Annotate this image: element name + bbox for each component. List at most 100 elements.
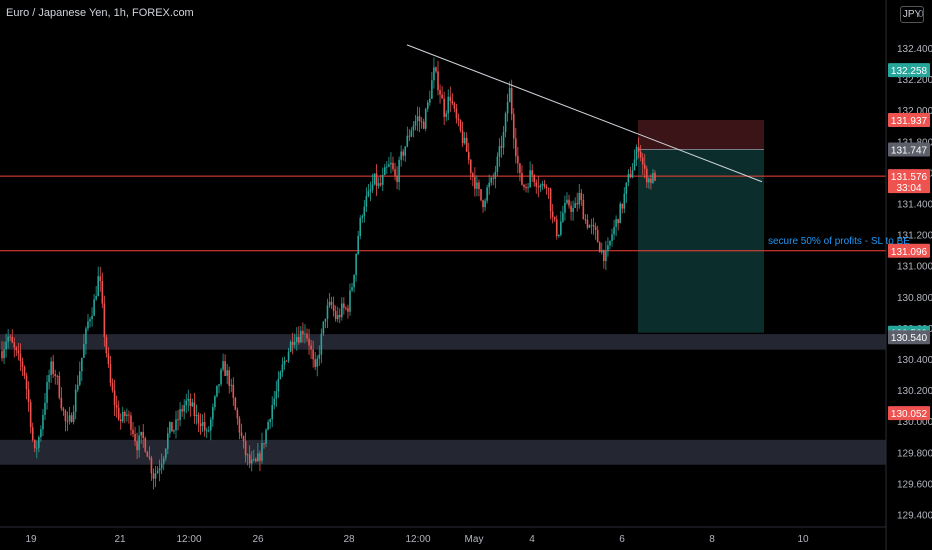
price-label-box <box>888 112 930 127</box>
candle-body <box>302 330 304 335</box>
candle-body <box>455 108 458 119</box>
candle-body <box>629 173 632 178</box>
candle-body <box>132 429 134 435</box>
candle-body <box>17 350 20 354</box>
candle-body <box>150 458 153 474</box>
candle-body <box>381 175 384 185</box>
candle-body <box>572 207 574 212</box>
currency-button[interactable]: JPY <box>900 6 924 23</box>
candle-body <box>244 440 247 456</box>
candle-body <box>500 146 503 148</box>
candle-body <box>40 429 42 438</box>
candle-body <box>48 375 50 383</box>
candle-body <box>549 188 552 212</box>
time-axis[interactable]: 19 21 12:00 26 28 12:00 May 4 6 8 10 <box>25 534 809 545</box>
price-label-text: 132.258 <box>891 66 928 77</box>
candle-body <box>119 419 122 422</box>
candle-body <box>553 217 556 220</box>
candle-body <box>248 454 251 464</box>
candle-body <box>58 376 61 398</box>
candle-body <box>177 419 179 421</box>
candle-body <box>398 159 400 183</box>
candle-body <box>152 473 155 479</box>
candle-body <box>394 169 396 176</box>
candle-body <box>136 441 138 451</box>
candle-body <box>105 337 108 354</box>
candle-body <box>555 219 558 237</box>
candle-body <box>246 454 249 456</box>
stop-loss-area <box>638 119 764 150</box>
annotation-text[interactable]: secure 50% of profits - SL to BE <box>768 236 910 247</box>
candle-body <box>492 177 495 179</box>
candle-body <box>619 203 622 224</box>
candle-body <box>11 336 14 343</box>
candle-body <box>207 430 210 432</box>
candle-body <box>447 96 450 114</box>
candle-body <box>467 151 470 160</box>
candle-body <box>371 184 374 190</box>
price-label-text: 131.576 <box>891 172 928 183</box>
candle-body <box>343 303 345 308</box>
candle-body <box>515 138 517 157</box>
y-tick-label: 129.600 <box>897 479 932 490</box>
candle-body <box>9 336 11 338</box>
candle-body <box>568 199 570 206</box>
candle-body <box>332 304 335 312</box>
candle-body <box>144 438 147 452</box>
candle-body <box>250 459 253 464</box>
candle-body <box>113 390 116 406</box>
candle-body <box>623 193 626 209</box>
support-zone-1 <box>0 439 886 465</box>
price-label-text: 131.096 <box>891 247 928 258</box>
candle-body <box>140 431 142 436</box>
candle-body <box>164 448 167 459</box>
candle-body <box>336 315 339 320</box>
y-tick-label: 131.200 <box>897 231 932 242</box>
candle-body <box>451 101 454 104</box>
candle-body <box>224 361 226 376</box>
candle-body <box>320 333 323 355</box>
candle-body <box>445 113 448 117</box>
candle-body <box>463 137 466 144</box>
candle-body <box>216 385 218 397</box>
candle-body <box>465 137 468 152</box>
candle-body <box>169 422 171 434</box>
candle-body <box>422 121 425 129</box>
candle-body <box>195 414 198 417</box>
candle-body <box>584 219 587 221</box>
candle-body <box>158 468 161 471</box>
y-tick-label: 129.400 <box>897 511 932 522</box>
candle-body <box>633 159 636 171</box>
trendline[interactable] <box>406 44 763 183</box>
candle-body <box>287 351 290 361</box>
candle-body <box>175 419 177 431</box>
candle-body <box>209 419 212 431</box>
candle-body <box>605 250 607 262</box>
candle-body <box>357 235 359 255</box>
horizontal-lines[interactable] <box>0 175 886 252</box>
candle-body <box>54 374 57 376</box>
candle-body <box>406 135 409 147</box>
candlesticks <box>1 57 656 490</box>
candle-body <box>187 398 190 401</box>
candle-body <box>85 328 87 344</box>
candle-body <box>519 163 521 173</box>
price-label-box <box>888 63 930 78</box>
candle-body <box>62 408 65 411</box>
candle-body <box>275 391 278 399</box>
candle-body <box>212 407 214 420</box>
candle-body <box>298 337 300 343</box>
candle-body <box>126 414 128 417</box>
candle-body <box>490 177 493 183</box>
candle-body <box>74 389 77 412</box>
candle-body <box>60 397 63 409</box>
short-position-tool[interactable] <box>638 119 764 333</box>
candle-body <box>484 200 486 208</box>
candle-body <box>218 384 220 386</box>
candle-body <box>408 135 411 137</box>
candle-body <box>613 226 615 235</box>
candle-body <box>598 242 601 253</box>
x-tick-label: 12:00 <box>405 534 430 545</box>
